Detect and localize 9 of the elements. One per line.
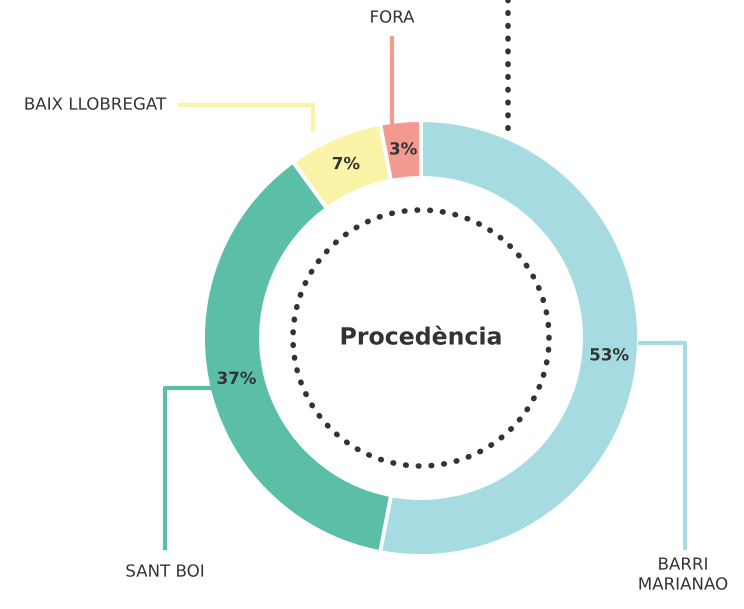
slice-label: SANT BOI — [126, 564, 204, 577]
slice-label: BARRI MARIANAO — [639, 557, 728, 590]
data-label: 37% — [218, 371, 256, 384]
data-label: 53% — [590, 348, 629, 361]
slice-label: FORA — [371, 10, 414, 23]
text: Procedència — [342, 326, 501, 345]
data-label: 7% — [332, 156, 360, 170]
slice-label: BAIX LLOBREGAT — [25, 97, 166, 110]
data-label: 3% — [390, 142, 417, 155]
